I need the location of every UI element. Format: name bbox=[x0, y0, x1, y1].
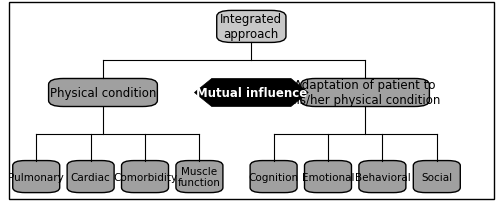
Text: Integrated
approach: Integrated approach bbox=[220, 13, 282, 41]
Text: Comorbidity: Comorbidity bbox=[113, 172, 177, 182]
FancyBboxPatch shape bbox=[48, 79, 158, 107]
FancyBboxPatch shape bbox=[176, 161, 223, 193]
FancyBboxPatch shape bbox=[250, 161, 297, 193]
Text: Physical condition: Physical condition bbox=[50, 87, 156, 100]
FancyBboxPatch shape bbox=[122, 161, 168, 193]
FancyBboxPatch shape bbox=[359, 161, 406, 193]
FancyBboxPatch shape bbox=[12, 161, 60, 193]
FancyBboxPatch shape bbox=[67, 161, 114, 193]
FancyBboxPatch shape bbox=[216, 11, 286, 43]
Text: Muscle
function: Muscle function bbox=[178, 166, 221, 187]
FancyBboxPatch shape bbox=[414, 161, 461, 193]
FancyBboxPatch shape bbox=[301, 79, 430, 107]
Text: Cognition: Cognition bbox=[248, 172, 298, 182]
Text: Adaptation of patient to
his/her physical condition: Adaptation of patient to his/her physica… bbox=[290, 79, 441, 107]
Polygon shape bbox=[194, 79, 308, 107]
Text: Social: Social bbox=[421, 172, 452, 182]
Text: Mutual influence: Mutual influence bbox=[196, 87, 307, 100]
Text: Pulmonary: Pulmonary bbox=[8, 172, 64, 182]
Text: Cardiac: Cardiac bbox=[70, 172, 110, 182]
Text: Behavioral: Behavioral bbox=[354, 172, 410, 182]
Text: Emotional: Emotional bbox=[302, 172, 354, 182]
FancyBboxPatch shape bbox=[304, 161, 352, 193]
